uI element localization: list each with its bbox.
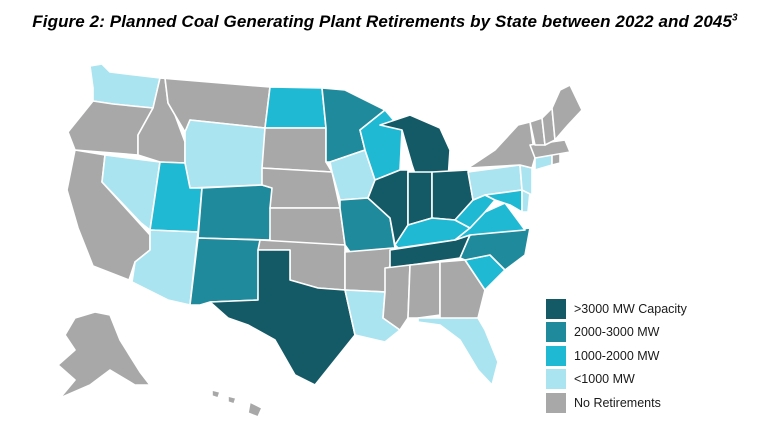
legend-item-no-retirements: No Retirements [546, 391, 687, 415]
state-NV [101, 154, 161, 231]
state-TX [209, 249, 356, 386]
figure-title: Figure 2: Planned Coal Generating Plant … [0, 12, 770, 32]
state-SD [261, 127, 333, 173]
state-MD [484, 189, 523, 213]
figure-title-footnote: 3 [732, 12, 738, 24]
legend-item-under-1000: <1000 MW [546, 368, 687, 392]
state-NE [261, 167, 341, 209]
state-AL [407, 261, 441, 319]
legend-label: 1000-2000 MW [574, 348, 660, 363]
state-MS [382, 264, 411, 331]
legend-swatch [546, 322, 566, 343]
legend-swatch [546, 369, 566, 390]
state-FL [417, 317, 499, 386]
figure-title-text: Figure 2: Planned Coal Generating Plant … [32, 12, 733, 31]
state-GA [439, 259, 486, 321]
legend-item-over-3000: >3000 MW Capacity [546, 297, 687, 321]
state-ME [551, 84, 583, 141]
legend-item-2000-3000: 2000-3000 MW [546, 321, 687, 345]
legend-label: >3000 MW Capacity [574, 301, 687, 316]
legend-label: No Retirements [574, 395, 661, 410]
legend-swatch [546, 392, 566, 413]
state-NM [189, 237, 261, 306]
map-legend: >3000 MW Capacity 2000-3000 MW 1000-2000… [546, 297, 687, 415]
state-WY [184, 119, 266, 189]
state-KS [269, 207, 346, 246]
state-CO [197, 184, 273, 241]
state-IN [407, 171, 433, 226]
state-ND [264, 86, 327, 129]
legend-swatch [546, 298, 566, 319]
legend-swatch [546, 345, 566, 366]
legend-label: 2000-3000 MW [574, 325, 660, 340]
state-HI [211, 389, 263, 418]
state-NJ [519, 164, 533, 196]
state-NY [467, 121, 536, 169]
state-AK [57, 311, 151, 399]
legend-label: <1000 MW [574, 372, 635, 387]
legend-item-1000-2000: 1000-2000 MW [546, 344, 687, 368]
